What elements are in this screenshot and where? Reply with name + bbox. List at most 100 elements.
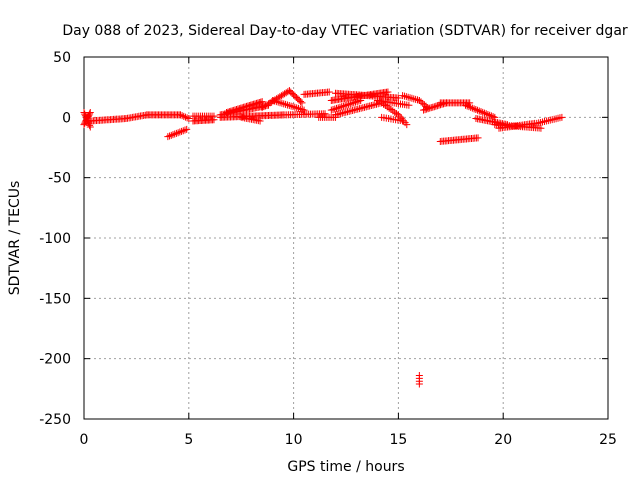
data-point-plus [176,111,184,119]
data-point-plus [465,103,473,111]
data-point-plus [327,106,335,114]
data-point-plus [86,123,94,131]
data-point-plus [348,99,356,107]
data-point-plus [408,94,416,102]
data-point-plus [289,103,297,111]
data-point-plus [477,108,485,116]
data-point-plus [183,114,191,122]
data-point-plus [343,101,351,109]
data-point-plus [258,98,266,106]
data-point-plus [475,107,483,115]
data-point-plus [291,103,299,111]
data-point-plus [355,97,363,105]
data-point-plus [472,106,480,114]
data-point-plus [415,372,423,380]
data-point-plus [346,100,354,108]
data-point-plus [405,101,413,109]
data-point-plus [167,131,175,139]
data-point-plus [417,98,425,106]
data-point-plus [487,112,495,120]
data-point-plus [282,100,290,108]
data-point-plus [171,130,179,138]
data-point-plus [178,112,186,120]
data-point-plus [81,110,89,118]
x-tick-label: 25 [599,432,617,448]
data-point-plus [256,117,264,125]
data-point-plus [419,99,427,107]
data-point-plus [185,115,193,123]
data-point-plus [333,104,341,112]
y-tick-label: -200 [39,352,71,368]
data-point-plus [345,100,353,108]
data-point-plus [402,93,410,101]
data-point-plus [406,94,414,102]
data-point-plus [172,129,180,137]
x-tick-label: 10 [285,432,303,448]
data-point-plus [331,105,339,113]
data-point-plus [178,127,186,135]
x-tick-label: 5 [184,432,193,448]
data-point-plus [278,99,286,107]
data-point-plus [420,101,428,109]
data-point-plus [479,108,487,116]
data-point-plus [210,112,218,120]
data-point-plus [321,110,329,118]
data-point-plus [80,109,88,117]
data-point-plus [338,103,346,111]
data-point-plus [180,112,188,120]
data-point-plus [470,105,478,113]
data-point-plus [474,106,482,114]
x-tick-label: 15 [389,432,407,448]
data-point-plus [474,134,482,142]
data-point-plus [86,121,94,129]
data-point-plus [297,98,305,106]
data-point-plus [461,101,469,109]
data-point-plus [341,102,349,110]
data-point-plus [400,92,408,100]
data-point-plus [489,113,497,121]
data-point-plus [482,110,490,118]
data-point-plus [399,117,407,125]
data-point-plus [403,121,411,129]
data-point-plus [293,104,301,112]
data-point-plus [300,106,308,114]
data-point-plus [415,96,423,104]
data-point-plus [81,112,89,120]
data-point-plus [384,88,392,96]
data-point-plus [276,99,284,107]
data-point-plus [336,103,344,111]
y-tick-label: 0 [62,110,71,126]
data-point-plus [353,98,361,106]
data-point-plus [283,101,291,109]
x-tick-label: 0 [80,432,89,448]
data-point-plus [463,102,471,110]
data-point-plus [166,132,174,140]
data-point-plus [325,88,333,96]
x-tick-label: 20 [494,432,512,448]
data-point-plus [181,126,189,134]
data-point-plus [351,98,359,106]
data-point-plus [82,113,90,121]
data-point-plus [280,100,288,108]
data-point-plus [298,99,306,107]
chart-title: Day 088 of 2023, Sidereal Day-to-day VTE… [62,23,628,39]
data-point-plus [285,102,293,110]
data-point-plus [86,109,94,117]
data-point-plus [486,111,494,119]
data-point-plus [183,125,191,133]
data-point-plus [164,133,172,141]
y-tick-label: -100 [39,231,71,247]
data-point-plus [169,131,177,139]
data-point-plus [334,104,342,112]
data-point-plus [174,129,182,137]
data-point-plus [179,127,187,135]
data-point-plus [558,113,566,121]
x-axis-label: GPS time / hours [287,459,404,475]
data-point-plus [484,110,492,118]
data-point-plus [491,113,499,121]
data-point-plus [357,96,365,104]
y-tick-label: 50 [53,50,71,66]
data-point-plus [329,106,337,114]
y-tick-label: -50 [48,171,71,187]
